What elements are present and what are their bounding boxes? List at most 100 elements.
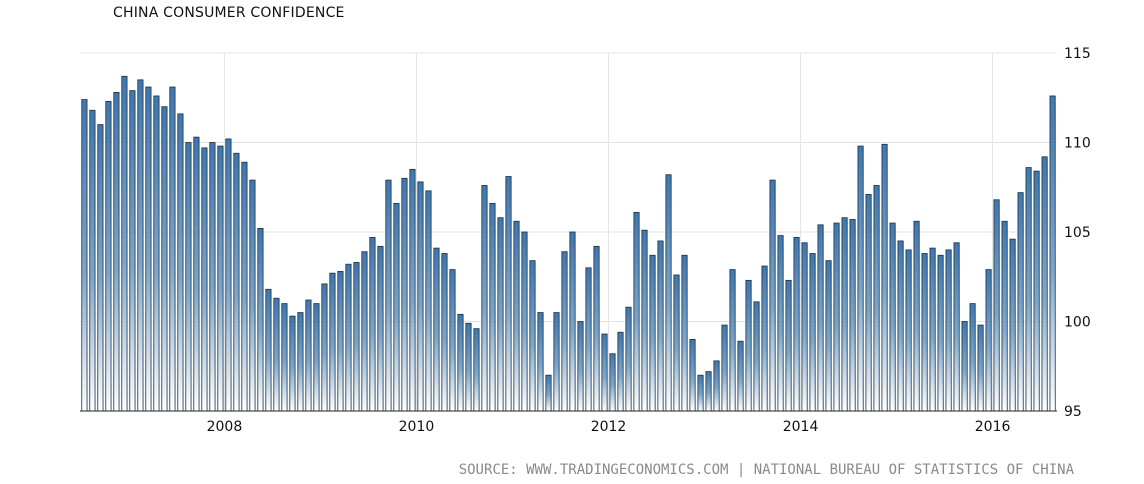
bar: [961, 321, 968, 412]
bar: [401, 177, 408, 412]
bar: [457, 313, 464, 412]
bar: [281, 303, 288, 412]
bar: [825, 260, 832, 412]
x-tick-label: 2014: [783, 419, 819, 435]
bar: [665, 174, 672, 412]
bar: [105, 100, 112, 412]
bars: [81, 75, 1056, 412]
bar: [929, 247, 936, 412]
bar: [905, 249, 912, 412]
bar: [985, 269, 992, 412]
bar: [497, 217, 504, 412]
bar: [993, 199, 1000, 412]
y-tick-label: 95: [1064, 404, 1082, 420]
bar: [609, 353, 616, 412]
bar: [441, 253, 448, 412]
bar: [689, 338, 696, 412]
bar: [449, 269, 456, 412]
bar: [537, 312, 544, 412]
bar: [249, 179, 256, 412]
bar: [745, 279, 752, 412]
bar: [849, 219, 856, 412]
y-tick-label: 105: [1064, 225, 1091, 241]
bar: [1049, 95, 1056, 412]
bar: [681, 254, 688, 412]
bar: [729, 269, 736, 412]
bar: [185, 142, 192, 412]
bar: [1001, 220, 1008, 412]
bar: [569, 231, 576, 412]
bar: [289, 315, 296, 412]
bar: [521, 231, 528, 412]
bar: [257, 228, 264, 412]
bar: [545, 374, 552, 412]
bar: [337, 270, 344, 412]
bar: [593, 245, 600, 412]
bar: [473, 328, 480, 412]
bar: [265, 288, 272, 412]
bar: [153, 95, 160, 412]
bar: [409, 168, 416, 412]
bar: [873, 185, 880, 412]
bar: [513, 220, 520, 412]
bar: [113, 91, 120, 412]
bar: [233, 152, 240, 412]
bar: [753, 301, 760, 412]
bar: [673, 274, 680, 412]
bar: [329, 272, 336, 412]
bar: [121, 75, 128, 412]
chart-title: CHINA CONSUMER CONFIDENCE: [113, 5, 345, 21]
bar: [585, 267, 592, 412]
bar: [1033, 170, 1040, 412]
bar: [433, 247, 440, 412]
y-tick-label: 100: [1064, 315, 1091, 331]
bar: [625, 306, 632, 412]
bar: [385, 179, 392, 412]
bar: [769, 179, 776, 412]
bar: [713, 360, 720, 412]
bar: [817, 224, 824, 412]
bar: [809, 253, 816, 412]
bar: [361, 251, 368, 412]
bar: [353, 262, 360, 412]
bar: [697, 374, 704, 412]
bar: [1041, 156, 1048, 412]
bar: [297, 312, 304, 412]
bar: [529, 260, 536, 412]
bar: [369, 236, 376, 412]
bar: [321, 283, 328, 412]
bar: [705, 371, 712, 412]
bar: [577, 321, 584, 412]
bar: [169, 86, 176, 412]
chart-source: SOURCE: WWW.TRADINGECONOMICS.COM | NATIO…: [458, 462, 1074, 478]
bar: [177, 113, 184, 412]
bar: [913, 220, 920, 412]
bar: [489, 202, 496, 412]
y-tick-label: 115: [1064, 46, 1091, 62]
bar: [553, 312, 560, 412]
y-tick-label: 110: [1064, 136, 1091, 152]
x-tick-label: 2010: [399, 419, 435, 435]
bar: [889, 222, 896, 412]
bar: [97, 124, 104, 412]
x-tick-label: 2012: [591, 419, 627, 435]
bar: [953, 242, 960, 412]
bar: [505, 176, 512, 412]
bar: [969, 303, 976, 412]
bar: [777, 235, 784, 412]
bar: [657, 240, 664, 412]
bar: [641, 229, 648, 412]
bar: [857, 145, 864, 412]
x-tick-label: 2016: [975, 419, 1011, 435]
bar: [977, 324, 984, 412]
bar: [921, 253, 928, 412]
bar: [417, 181, 424, 412]
bar: [761, 265, 768, 412]
bar: [617, 331, 624, 412]
bar: [481, 185, 488, 412]
bar: [881, 143, 888, 412]
bar: [841, 217, 848, 412]
bar: [145, 86, 152, 412]
bar: [89, 109, 96, 412]
bar: [801, 242, 808, 412]
